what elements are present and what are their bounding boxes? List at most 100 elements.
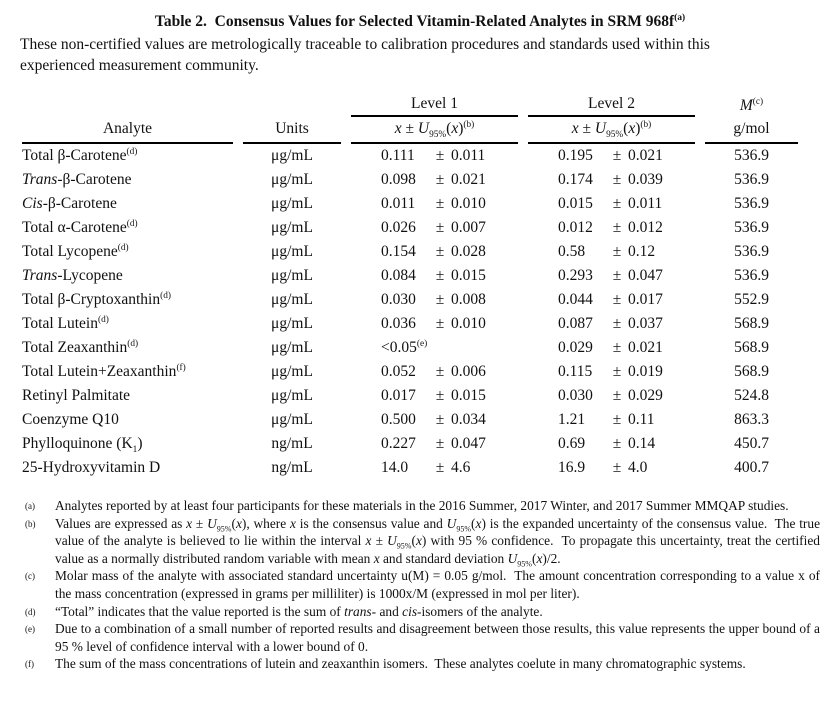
plus-minus-symbol: ±: [435, 315, 445, 332]
level2-value-cell: 0.087 ±0.037: [528, 312, 695, 336]
footnote-marker: (f): [25, 659, 34, 670]
level1-value-cell: 0.154 ±0.028: [351, 240, 518, 264]
consensus-value: 0.69: [558, 435, 586, 452]
consensus-value: 14.0: [381, 459, 409, 476]
table-title: Table 2. Consensus Values for Selected V…: [20, 12, 820, 32]
units-cell: μg/mL: [271, 339, 313, 356]
table-row: Total Lutein+Zeaxanthin(f) μg/mL 0.052 ±0.0…: [22, 360, 798, 384]
analyte-name: Phylloquinone (K1): [22, 435, 143, 456]
consensus-value: 16.9: [558, 459, 586, 476]
table-row: Total α-Carotene(d) μg/mL 0.026 ±0.007 0.012…: [22, 216, 798, 240]
footnote-text: “Total” indicates that the value reporte…: [55, 603, 543, 619]
level2-value-cell: 16.9 ±4.0: [528, 456, 695, 480]
uncertainty-value: 0.039: [628, 171, 663, 188]
footnote-text: Values are expressed as x ± U95%(x), whe…: [55, 515, 824, 569]
analyte-name: Total β-Carotene(d): [22, 146, 138, 164]
uncertainty-value: 4.6: [451, 459, 471, 476]
uncertainty-value: 0.015: [451, 387, 486, 404]
plus-minus-symbol: ±: [435, 171, 445, 188]
level2-value-cell: 0.012 ±0.012: [528, 216, 695, 240]
level1-value-cell: 0.017 ±0.015: [351, 384, 518, 408]
level1-value-cell: <0.05(e): [351, 336, 518, 360]
level1-value-cell: 0.030 ±0.008: [351, 288, 518, 312]
uncertainty-value: 0.021: [451, 171, 486, 188]
consensus-value: 0.115: [558, 363, 593, 380]
footnote-marker: (e): [25, 624, 35, 635]
plus-minus-symbol: ±: [435, 243, 445, 260]
molar-mass-symbol: M: [739, 97, 753, 114]
level1-value-cell: 0.084 ±0.015: [351, 264, 518, 288]
level2-value-cell: 0.69 ±0.14: [528, 432, 695, 456]
molar-mass-cell: 536.9: [734, 267, 769, 284]
analyte-name: Cis-β-Carotene: [22, 195, 117, 212]
level1-value-cell: 14.0 ±4.6: [351, 456, 518, 480]
uncertainty-value: 0.037: [628, 315, 663, 332]
plus-minus-symbol: ±: [435, 195, 445, 212]
footnotes-section: (a) Analytes reported by at least four pa…: [20, 497, 820, 673]
plus-minus-symbol: ±: [612, 435, 622, 452]
molar-mass-cell: 552.9: [734, 291, 769, 308]
uncertainty-value: 0.021: [628, 147, 663, 164]
units-cell: ng/mL: [271, 459, 313, 476]
plus-minus-symbol: ±: [435, 387, 445, 404]
units-cell: μg/mL: [271, 195, 313, 212]
analyte-name: Total Lutein+Zeaxanthin(f): [22, 362, 186, 380]
table-row: Phylloquinone (K1) ng/mL 0.227 ±0.047 0.69 ±0…: [22, 432, 798, 456]
plus-minus-symbol: [429, 336, 451, 360]
plus-minus-symbol: ±: [435, 291, 445, 308]
uncertainty-value: 0.011: [628, 195, 663, 212]
table-description-line2: experienced measurement community.: [20, 56, 259, 74]
molar-mass-cell: 450.7: [734, 435, 769, 452]
molar-mass-cell: 536.9: [734, 195, 769, 212]
table-row: Trans-β-Carotene μg/mL 0.098 ±0.021 0.174 ±0.…: [22, 168, 798, 192]
level2-value-cell: 0.115 ±0.019: [528, 360, 695, 384]
plus-minus-symbol: ±: [612, 291, 622, 308]
plus-minus-symbol: ±: [612, 339, 622, 356]
footnote-b: (b) Values are expressed as x ± U95%(x), …: [20, 515, 820, 568]
plus-minus-symbol: ±: [435, 435, 445, 452]
table-row: Retinyl Palmitate μg/mL 0.017 ±0.015 0.030 ±0…: [22, 384, 798, 408]
table-header-group-row: Level 1 Level 2 M(c): [22, 91, 798, 117]
plus-minus-symbol: ±: [612, 363, 622, 380]
units-cell: μg/mL: [271, 243, 313, 260]
table-description: These non-certified values are metrologi…: [20, 35, 820, 76]
level1-value-cell: 0.111 ±0.011: [351, 144, 518, 168]
table-row: Total Lycopene(d) μg/mL 0.154 ±0.028 0.58 ±0.…: [22, 240, 798, 264]
level1-value-cell: 0.227 ±0.047: [351, 432, 518, 456]
uncertainty-value: 0.015: [451, 267, 486, 284]
consensus-value: 0.293: [558, 267, 593, 284]
table-title-footnote-marker: (a): [674, 12, 686, 23]
uncertainty-value: 0.14: [628, 435, 656, 452]
level1-value-cell: 0.052 ±0.006: [351, 360, 518, 384]
plus-minus-symbol: ±: [435, 363, 445, 380]
molar-mass-cell: 536.9: [734, 219, 769, 236]
molar-mass-cell: 863.3: [734, 411, 769, 428]
plus-minus-symbol: ±: [612, 315, 622, 332]
footnote-f: (f) The sum of the mass concentrations of…: [20, 655, 820, 673]
consensus-value: 0.052: [381, 363, 416, 380]
consensus-value: 0.087: [558, 315, 593, 332]
footnote-c: (c) Molar mass of the analyte with associ…: [20, 567, 820, 602]
molar-mass-cell: 524.8: [734, 387, 769, 404]
molar-mass-cell: 400.7: [734, 459, 769, 476]
plus-minus-symbol: ±: [435, 459, 445, 476]
table-row: Cis-β-Carotene μg/mL 0.011 ±0.010 0.015 ±0.01…: [22, 192, 798, 216]
plus-minus-symbol: ±: [435, 267, 445, 284]
uncertainty-value: 4.0: [628, 459, 648, 476]
uncertainty-value: 0.010: [451, 195, 486, 212]
plus-minus-symbol: ±: [612, 171, 622, 188]
footnote-text: Due to a combination of a small number o…: [55, 621, 824, 654]
level1-value-expression-header: x ± U95%(x)(b): [351, 117, 518, 144]
table-row: Total β-Cryptoxanthin(d) μg/mL 0.030 ±0.008…: [22, 288, 798, 312]
table-title-text: Table 2. Consensus Values for Selected V…: [154, 13, 675, 30]
uncertainty-value: 0.006: [451, 363, 486, 380]
value-footnote-marker: (e): [416, 338, 428, 349]
level2-value-cell: 0.195 ±0.021: [528, 144, 695, 168]
table-row: Coenzyme Q10 μg/mL 0.500 ±0.034 1.21 ±0.11 863…: [22, 408, 798, 432]
level1-value-cell: 0.098 ±0.021: [351, 168, 518, 192]
molar-mass-units-header: g/mol: [705, 117, 798, 144]
analyte-name: Total Lutein(d): [22, 314, 109, 332]
consensus-value: 0.044: [558, 291, 593, 308]
footnote-marker: (b): [25, 518, 36, 529]
